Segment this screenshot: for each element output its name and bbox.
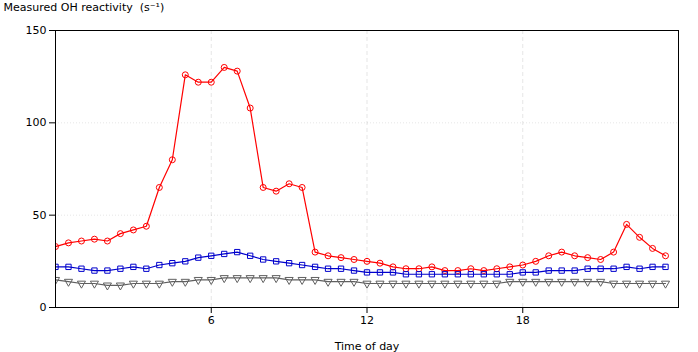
svg-text:18: 18 (516, 314, 530, 327)
svg-text:12: 12 (360, 314, 374, 327)
svg-text:100: 100 (26, 116, 47, 129)
svg-text:0: 0 (40, 301, 47, 314)
svg-text:Measured OH reactivity (s⁻¹): Measured OH reactivity (s⁻¹) (4, 1, 165, 14)
svg-text:150: 150 (26, 24, 47, 37)
svg-text:6: 6 (208, 314, 215, 327)
svg-text:50: 50 (33, 209, 47, 222)
svg-text:Time of day: Time of day (334, 340, 400, 352)
